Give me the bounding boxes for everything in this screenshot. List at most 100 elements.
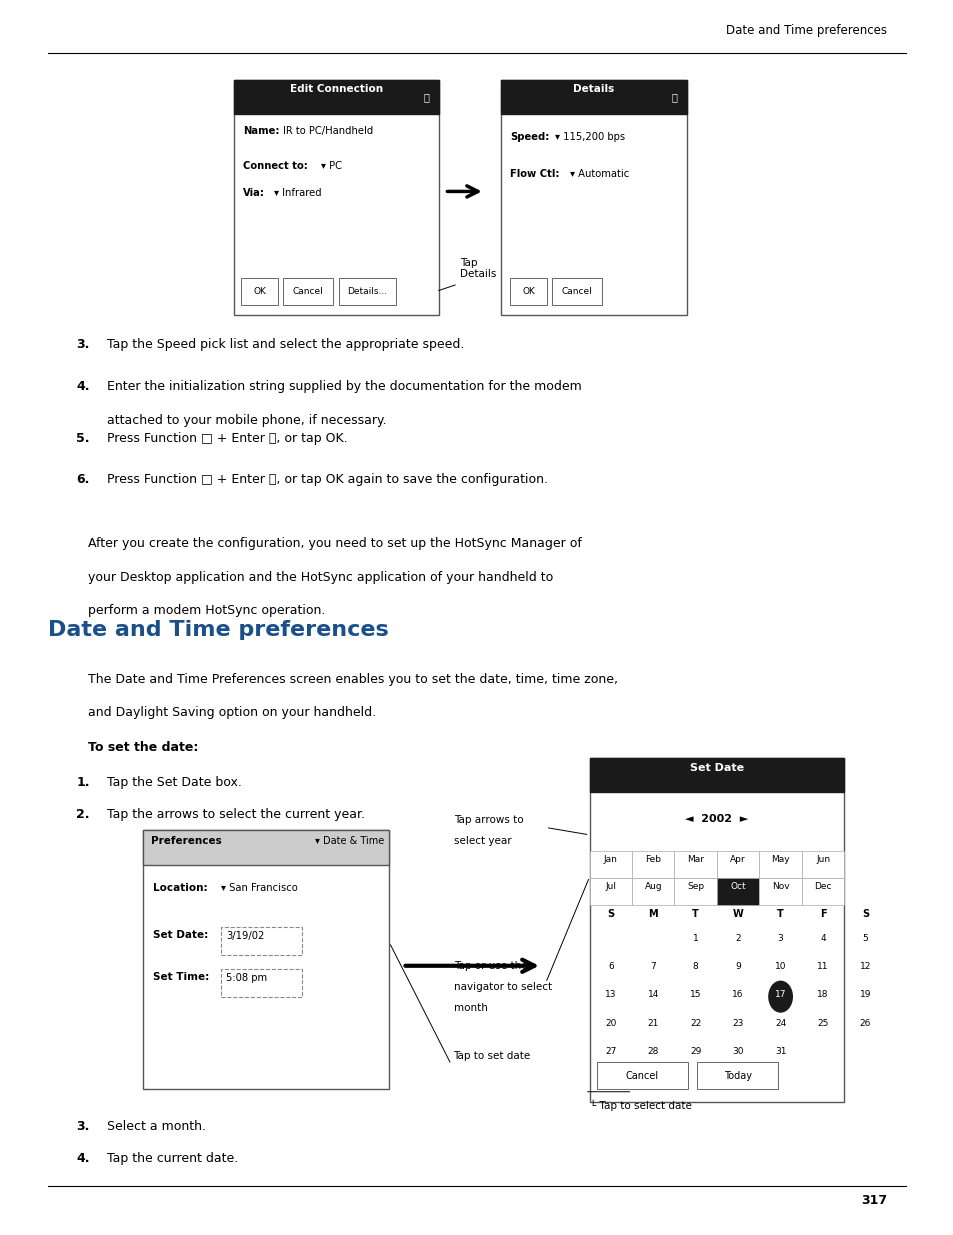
Text: May: May	[770, 855, 789, 863]
Text: ⓘ: ⓘ	[423, 91, 429, 103]
Text: 15: 15	[689, 990, 700, 999]
Text: Tap the Set Date box.: Tap the Set Date box.	[107, 776, 241, 789]
Text: 30: 30	[732, 1047, 743, 1056]
Text: Speed:: Speed:	[510, 132, 549, 142]
Text: ▾ PC: ▾ PC	[321, 161, 342, 170]
Bar	[338, 278, 395, 305]
Text: Preferences: Preferences	[151, 836, 221, 846]
Bar	[143, 830, 389, 1089]
Text: Feb: Feb	[644, 855, 660, 863]
Text: Set Date: Set Date	[689, 763, 743, 773]
Text: ▾ 115,200 bps: ▾ 115,200 bps	[555, 132, 625, 142]
Text: 18: 18	[817, 990, 828, 999]
Text: Date and Time preferences: Date and Time preferences	[725, 23, 886, 37]
Text: Tap or use the: Tap or use the	[454, 961, 527, 971]
Text: month: month	[454, 1003, 488, 1013]
Text: 1.: 1.	[76, 776, 90, 789]
Text: IR to PC/Handheld: IR to PC/Handheld	[283, 126, 374, 136]
Text: select year: select year	[454, 836, 511, 846]
Bar	[759, 851, 801, 878]
Text: 20: 20	[604, 1019, 616, 1028]
Text: 10: 10	[774, 962, 785, 971]
Text: ◄  2002  ►: ◄ 2002 ►	[684, 814, 748, 824]
Text: attached to your mobile phone, if necessary.: attached to your mobile phone, if necess…	[107, 414, 386, 427]
Text: Jul: Jul	[604, 882, 616, 890]
Text: Cancel: Cancel	[625, 1071, 659, 1081]
Text: 26: 26	[859, 1019, 870, 1028]
Text: 21: 21	[647, 1019, 659, 1028]
Bar	[500, 80, 686, 114]
Text: 4.: 4.	[76, 1152, 90, 1166]
Text: 6.: 6.	[76, 473, 90, 487]
Text: 6: 6	[607, 962, 613, 971]
Text: 4: 4	[820, 934, 825, 942]
Text: Flow Ctl:: Flow Ctl:	[510, 169, 559, 179]
Text: Jun: Jun	[815, 855, 829, 863]
Text: After you create the configuration, you need to set up the HotSync Manager of: After you create the configuration, you …	[88, 537, 581, 551]
Text: Set Time:: Set Time:	[152, 972, 209, 982]
Text: perform a modem HotSync operation.: perform a modem HotSync operation.	[88, 604, 325, 618]
Bar	[717, 878, 759, 905]
Text: The Date and Time Preferences screen enables you to set the date, time, time zon: The Date and Time Preferences screen ena…	[88, 673, 618, 687]
Circle shape	[767, 981, 792, 1013]
Bar	[674, 851, 716, 878]
Text: W: W	[732, 909, 742, 919]
Text: 29: 29	[689, 1047, 700, 1056]
Text: ▾ Infrared: ▾ Infrared	[274, 188, 321, 198]
Text: 28: 28	[647, 1047, 659, 1056]
Text: Location:: Location:	[152, 883, 207, 893]
Text: Details...: Details...	[347, 287, 387, 296]
Bar	[631, 878, 674, 905]
Bar	[597, 1062, 687, 1089]
Text: Enter the initialization string supplied by the documentation for the modem: Enter the initialization string supplied…	[107, 380, 581, 394]
Text: OK: OK	[253, 287, 266, 296]
Bar	[589, 758, 843, 1102]
Text: 22: 22	[689, 1019, 700, 1028]
Text: ▾ Date & Time: ▾ Date & Time	[314, 836, 384, 846]
Text: 17: 17	[774, 990, 785, 999]
Text: 27: 27	[604, 1047, 616, 1056]
Text: ▾ San Francisco: ▾ San Francisco	[221, 883, 297, 893]
Text: Press Function □ + Enter ⓡ, or tap OK.: Press Function □ + Enter ⓡ, or tap OK.	[107, 432, 347, 446]
Text: Connect to:: Connect to:	[243, 161, 308, 170]
Bar	[631, 851, 674, 878]
Text: T: T	[777, 909, 783, 919]
Text: Jan: Jan	[603, 855, 618, 863]
Text: Cancel: Cancel	[293, 287, 323, 296]
Text: 3.: 3.	[76, 338, 90, 352]
Text: 8: 8	[692, 962, 698, 971]
Bar	[674, 878, 716, 905]
Text: 5.: 5.	[76, 432, 90, 446]
Bar	[143, 830, 389, 864]
Bar	[241, 278, 277, 305]
Text: Oct: Oct	[730, 882, 745, 890]
Bar	[233, 80, 438, 114]
Bar	[221, 969, 302, 997]
Text: To set the date:: To set the date:	[88, 741, 198, 755]
Text: S: S	[607, 909, 614, 919]
Text: Apr: Apr	[730, 855, 745, 863]
Text: Tap the arrows to select the current year.: Tap the arrows to select the current yea…	[107, 808, 364, 821]
Text: 317: 317	[861, 1194, 886, 1208]
Text: Dec: Dec	[814, 882, 831, 890]
Text: 23: 23	[732, 1019, 743, 1028]
Text: M: M	[648, 909, 658, 919]
Text: 12: 12	[859, 962, 870, 971]
Text: 5: 5	[862, 934, 867, 942]
Text: └ Tap to select date: └ Tap to select date	[589, 1099, 691, 1110]
Text: 25: 25	[817, 1019, 828, 1028]
Text: 2.: 2.	[76, 808, 90, 821]
Text: 4.: 4.	[76, 380, 90, 394]
Text: Nov: Nov	[771, 882, 788, 890]
Text: Details: Details	[573, 84, 614, 94]
Text: 2: 2	[735, 934, 740, 942]
Text: 5:08 pm: 5:08 pm	[226, 973, 267, 983]
Text: Edit Connection: Edit Connection	[290, 84, 382, 94]
Bar	[801, 878, 843, 905]
Bar	[221, 927, 302, 955]
Text: 24: 24	[774, 1019, 785, 1028]
Text: ⓘ: ⓘ	[671, 91, 677, 103]
Text: Select a month.: Select a month.	[107, 1120, 206, 1134]
Bar	[589, 758, 843, 792]
Text: 11: 11	[817, 962, 828, 971]
